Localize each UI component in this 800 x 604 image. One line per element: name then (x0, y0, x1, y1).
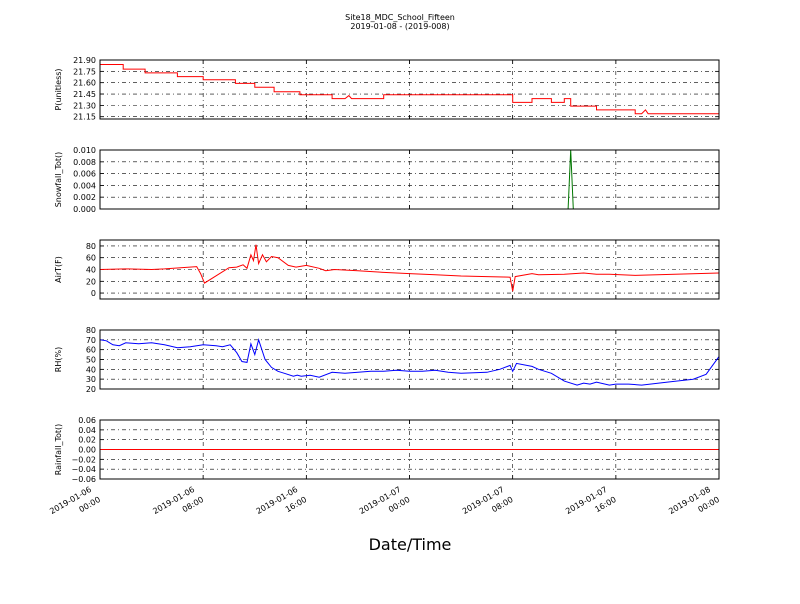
y-tick-label: 40 (86, 266, 96, 275)
y-axis-label: AirT(F) (54, 256, 63, 283)
y-tick-label: 21.60 (73, 79, 96, 88)
y-tick-label: 20 (86, 385, 96, 394)
y-tick-label: 0.00 (78, 446, 96, 455)
panel-frame (99, 419, 720, 480)
y-tick-label: 21.45 (73, 90, 96, 99)
y-axis-label: Snowfall_Tot() (54, 152, 63, 208)
y-tick-label: 21.75 (73, 67, 96, 76)
y-tick-label: 0.000 (73, 205, 96, 214)
panel-frame (99, 149, 720, 210)
y-tick-label: 0.002 (73, 193, 96, 202)
y-tick-label: 0.010 (73, 146, 96, 155)
y-tick-label: 0.04 (78, 426, 96, 435)
y-tick-label: 30 (86, 375, 96, 384)
chart-title: Site18_MDC_School_Fifteen (345, 13, 455, 22)
x-axis-label: Date/Time (369, 535, 452, 554)
y-tick-label: 0.008 (73, 158, 96, 167)
series-line (99, 338, 720, 386)
y-axis-label: Rainfall_Tot() (54, 424, 63, 476)
y-tick-label: 21.15 (73, 113, 96, 122)
y-tick-label: 70 (86, 336, 96, 345)
y-tick-label: 60 (86, 254, 96, 263)
y-tick-label: −0.06 (71, 475, 96, 484)
y-axis-label: RH(%) (54, 347, 63, 372)
y-axis-label: P(unitless) (54, 68, 63, 110)
y-tick-label: −0.02 (71, 455, 96, 464)
y-tick-label: 50 (86, 356, 96, 365)
panel-frame (99, 59, 720, 120)
y-tick-label: 80 (86, 326, 96, 335)
series-line (100, 64, 719, 115)
series-line (99, 244, 720, 292)
y-tick-label: 0.006 (73, 170, 96, 179)
chart-subtitle: 2019-01-08 - (2019-008) (350, 22, 449, 31)
y-tick-label: 20 (86, 277, 96, 286)
y-tick-label: 21.30 (73, 101, 96, 110)
y-tick-label: −0.04 (71, 465, 96, 474)
y-tick-label: 80 (86, 242, 96, 251)
panel-frame (99, 329, 720, 390)
y-tick-label: 21.90 (73, 56, 96, 65)
y-tick-label: 0.02 (78, 436, 96, 445)
panel-frame (99, 239, 720, 300)
y-tick-label: 0 (91, 289, 96, 298)
y-tick-label: 0.004 (73, 181, 96, 190)
y-tick-label: 0.06 (78, 416, 96, 425)
y-tick-label: 60 (86, 346, 96, 355)
y-tick-label: 40 (86, 365, 96, 374)
